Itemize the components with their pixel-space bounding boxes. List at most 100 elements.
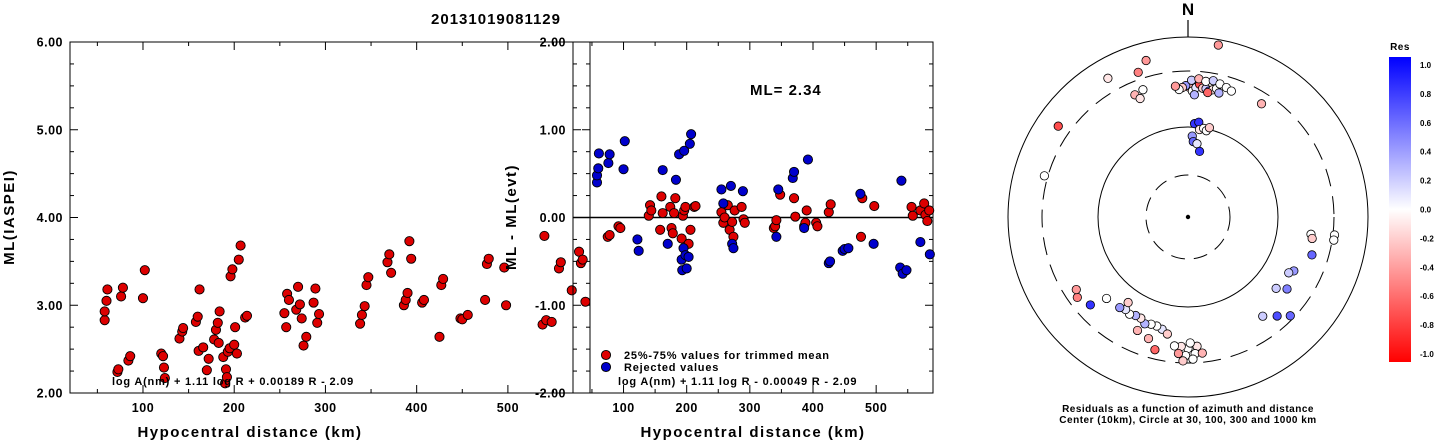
rejected-residual-point: [915, 237, 926, 248]
station-point: [298, 340, 309, 351]
station-point: [99, 306, 110, 317]
accepted-residual-point: [739, 217, 750, 228]
station-point: [314, 308, 325, 320]
station-point: [194, 284, 205, 295]
azimuth-station-point: [1271, 283, 1281, 293]
caption-line-1: Residuals as a function of azimuth and d…: [1062, 404, 1314, 415]
azimuth-station-point: [1256, 99, 1267, 109]
station-point: [293, 281, 304, 292]
azimuth-station-point: [1226, 86, 1236, 96]
rejected-residual-point: [924, 249, 935, 260]
azimuth-station-point: [1285, 311, 1295, 321]
y-axis-label-2: ML - ML(evt): [503, 164, 520, 270]
accepted-residual-point: [790, 211, 801, 222]
rejected-residual-point: [670, 174, 681, 185]
azimuth-station-point: [1307, 233, 1317, 244]
rejected-residual-point: [619, 136, 630, 147]
colorbar-gradient: [1389, 57, 1411, 362]
station-point: [192, 311, 203, 322]
accepted-residual-point: [855, 231, 867, 242]
azimuth-station-point: [1053, 121, 1063, 131]
y-axis-label-1: ML(IASPEI): [1, 169, 18, 265]
colorbar-tick-label: -0.6: [1420, 292, 1434, 301]
accepted-residual-point: [670, 193, 681, 204]
station-point: [462, 309, 473, 320]
x-tick-label: 200: [223, 401, 245, 415]
station-point: [296, 313, 307, 324]
colorbar-tick-label: 0.2: [1420, 177, 1432, 186]
y-tick-label: 0.00: [540, 211, 566, 225]
station-point: [359, 301, 370, 312]
azimuth-station-point: [1039, 171, 1049, 181]
y-tick-label: -1.00: [535, 299, 566, 313]
station-point: [406, 253, 417, 264]
azimuth-station-point: [1204, 123, 1215, 133]
station-point: [99, 315, 110, 326]
azimuth-station-point: [1307, 250, 1317, 260]
accepted-residual-point: [771, 215, 782, 226]
station-point: [312, 317, 323, 328]
y-tick-label: 5.00: [37, 123, 63, 137]
colorbar-tick-label: 0.0: [1420, 206, 1432, 215]
rejected-residual-point: [843, 243, 854, 254]
colorbar-tick-label: 0.8: [1420, 90, 1432, 99]
station-point: [117, 282, 128, 293]
y-tick-label: 1.00: [540, 123, 566, 137]
azimuth-station-point: [1135, 93, 1145, 104]
station-point: [438, 273, 449, 284]
station-point: [235, 240, 246, 251]
accepted-residual-point: [789, 193, 800, 204]
colorbar: Res 1.0 0.8 0.6 0.4 0.2 0.0 -0.2 -0.4 -0.6 -0.8 -1…: [1389, 42, 1434, 362]
x-tick-label: 300: [739, 401, 761, 415]
azimuth-station-point: [1173, 348, 1184, 359]
rejected-residual-point: [855, 188, 866, 199]
rejected-residual-point: [728, 243, 739, 254]
azimuth-station-point: [1143, 333, 1154, 344]
station-point: [203, 353, 214, 364]
station-point: [213, 337, 224, 349]
y-tick-label: -2.00: [535, 387, 566, 401]
station-point: [113, 364, 124, 375]
panel-ml-vs-distance: 100 200 300 400 500 2.00 3.00 4.00 5.00 6.00 log …: [1, 36, 591, 441]
azimuth-points: [1039, 40, 1340, 366]
azimuth-station-point: [1194, 146, 1205, 157]
station-point: [227, 264, 238, 275]
rejected-residual-point: [618, 164, 629, 175]
x-tick-label: 100: [612, 401, 634, 415]
station-point: [233, 254, 244, 265]
legend-marker-accepted: [600, 349, 612, 361]
y-tick-label: 3.00: [37, 299, 63, 313]
azimuth-station-point: [1162, 329, 1172, 339]
y-tick-label: 6.00: [37, 36, 63, 50]
rejected-residual-point: [593, 148, 604, 159]
station-point: [101, 295, 112, 306]
legend-label-rejected: Rejected values: [624, 362, 719, 374]
x-tick-label: 400: [802, 401, 824, 415]
station-point: [230, 322, 241, 333]
ml-value-label: ML= 2.34: [750, 82, 822, 99]
rejected-residual-point: [799, 222, 810, 234]
x-tick-label: 100: [132, 401, 154, 415]
azimuth-station-point: [1133, 67, 1143, 77]
rejected-residual-point: [802, 154, 813, 165]
ring-30km: [1145, 174, 1231, 260]
station-point: [116, 291, 127, 302]
x-tick-label: 200: [676, 401, 698, 415]
center-dot: [1185, 214, 1191, 220]
accepted-residual-point: [907, 210, 918, 221]
panel-residual-vs-distance: 100 200 300 400 500 -2.00 -1.00 0.00 1.00 2.00 ML…: [503, 36, 935, 441]
azimuth-station-point: [1203, 87, 1213, 98]
rejected-residual-point: [868, 238, 879, 249]
rejected-residual-point: [681, 263, 692, 274]
azimuth-station-point: [1272, 311, 1282, 321]
station-point: [241, 310, 253, 321]
azimuth-station-point: [1169, 341, 1180, 351]
data-points-1: [99, 230, 591, 389]
station-point: [356, 309, 367, 320]
station-point: [363, 272, 374, 283]
station-point: [434, 331, 445, 342]
rejected-residual-point: [718, 198, 729, 209]
azimuth-station-point: [1141, 55, 1151, 66]
accepted-residual-point: [719, 212, 730, 223]
azimuth-station-point: [1282, 284, 1292, 294]
